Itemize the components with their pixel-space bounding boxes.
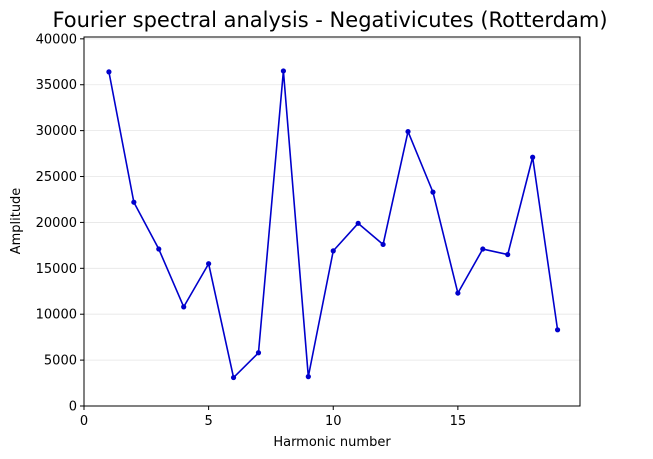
- data-point: [181, 304, 187, 310]
- x-tick-label: 0: [80, 414, 88, 429]
- y-tick-label: 20000: [36, 216, 77, 231]
- x-tick-label: 5: [204, 414, 212, 429]
- data-point: [505, 251, 511, 258]
- y-tick-label: 40000: [36, 32, 77, 47]
- y-tick-label: 15000: [36, 262, 77, 277]
- data-point: [430, 189, 436, 195]
- data-point: [255, 350, 262, 356]
- x-axis-label: Harmonic number: [273, 435, 391, 450]
- axis-ticks: 0 5000 10000 15000 20000 25000 30000 35000 40000…: [36, 32, 467, 429]
- y-tick-label: 30000: [36, 124, 77, 139]
- data-point: [156, 246, 162, 252]
- data-point: [480, 246, 486, 252]
- y-tick-label: 5000: [44, 354, 77, 369]
- data-point: [206, 261, 212, 267]
- y-tick-label: 0: [69, 400, 77, 415]
- chart-title: Fourier spectral analysis - Negativicute…: [52, 8, 607, 32]
- data-point: [230, 374, 237, 381]
- data-point: [530, 154, 536, 160]
- y-tick-label: 10000: [36, 308, 77, 323]
- x-tick-label: 15: [450, 414, 467, 429]
- data-point: [355, 220, 361, 226]
- data-point: [330, 248, 336, 254]
- data-point: [106, 69, 112, 75]
- series-line: [108, 70, 559, 379]
- series-layer: [106, 68, 561, 381]
- y-tick-label: 25000: [36, 170, 77, 185]
- data-point: [455, 290, 461, 296]
- data-point: [131, 199, 137, 205]
- data-point: [280, 68, 286, 74]
- data-point: [380, 241, 386, 248]
- x-tick-label: 10: [325, 414, 342, 429]
- data-point: [554, 327, 561, 333]
- y-axis-label: Amplitude: [9, 188, 24, 255]
- plot-frame: [83, 36, 581, 407]
- y-tick-label: 35000: [36, 78, 77, 93]
- data-point: [405, 128, 411, 135]
- data-point: [305, 374, 311, 380]
- gridlines: [84, 38, 580, 407]
